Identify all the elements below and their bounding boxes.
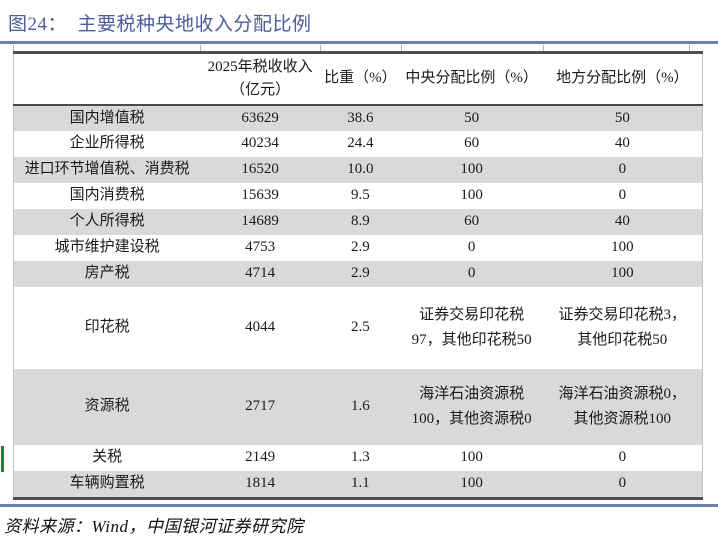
cell-revenue: 15639 [241, 187, 279, 204]
cell-local-ratio: 0 [618, 187, 627, 204]
cell-central-ratio: 证券交易印花税 97，其他印花税50 [411, 306, 532, 349]
cell-revenue: 2149 [245, 449, 276, 466]
table-row: 印花税 4044 2.5 证券交易印花税 97，其他印花税50 证券交易印花税3… [14, 287, 703, 369]
left-edge-selection-marker [1, 446, 4, 472]
cell-local-ratio: 证券交易印花税3， 其他印花税50 [558, 306, 687, 349]
cell-central-ratio: 60 [464, 135, 480, 152]
cell-revenue: 4714 [245, 265, 276, 282]
cell-revenue: 2717 [245, 398, 276, 415]
cell-tax-name: 企业所得税 [69, 135, 145, 152]
tax-distribution-table: 2025年税收收入 （亿元） 比重（%） 中央分配比例（%） 地方分配比例（%）… [13, 51, 703, 500]
cell-tax-name: 车辆购置税 [69, 475, 145, 491]
cell-local-ratio: 100 [611, 265, 634, 282]
cell-share: 9.5 [351, 187, 370, 204]
cell-tax-name: 城市维护建设税 [54, 239, 160, 256]
cell-local-ratio: 0 [618, 449, 627, 466]
table-row: 个人所得税 14689 8.9 60 40 [13, 209, 703, 235]
cell-central-ratio: 100 [460, 449, 483, 466]
cell-revenue: 63629 [241, 109, 279, 126]
cell-local-ratio: 100 [611, 239, 634, 256]
cell-local-ratio: 0 [618, 475, 627, 491]
table-row: 城市维护建设税 4753 2.9 0 100 [14, 235, 703, 261]
cell-tax-name: 关税 [92, 449, 123, 466]
header-central-ratio: 中央分配比例（%） [400, 52, 543, 106]
column-gridline-tick [13, 45, 14, 51]
data-source-note: 资料来源：Wind，中国银河证券研究院 [4, 517, 304, 536]
column-gridline-tick [320, 45, 321, 51]
header-share: 比重（%） [320, 52, 401, 106]
cell-central-ratio: 0 [467, 265, 476, 282]
cell-share: 38.6 [347, 109, 374, 126]
column-gridline-tick [200, 45, 201, 51]
figure-title: 图24： 主要税种央地收入分配比例 [8, 14, 312, 35]
column-gridline-tick [401, 45, 402, 51]
cell-revenue: 14689 [241, 213, 279, 230]
cell-tax-name: 资源税 [84, 398, 130, 415]
cell-share: 1.3 [351, 449, 370, 466]
top-divider-rule [0, 41, 718, 44]
cell-share: 1.1 [351, 475, 370, 491]
table-row: 国内消费税 15639 9.5 100 0 [14, 183, 703, 209]
cell-revenue: 40234 [241, 135, 279, 152]
table-row: 资源税 2717 1.6 海洋石油资源税 100，其他资源税0 海洋石油资源税0… [13, 369, 703, 445]
table-row: 企业所得税 40234 24.4 60 40 [14, 131, 703, 157]
cell-tax-name: 国内增值税 [69, 109, 145, 126]
cell-central-ratio: 100 [460, 187, 483, 204]
cell-share: 2.9 [351, 239, 370, 256]
column-gridline-tick [543, 45, 544, 51]
cell-tax-name: 进口环节增值税、消费税 [24, 161, 190, 178]
cell-revenue: 16520 [241, 161, 279, 178]
cell-revenue: 1814 [245, 475, 276, 491]
table-row: 国内增值税 63629 38.6 50 50 [13, 104, 703, 131]
cell-share: 24.4 [347, 135, 374, 152]
cell-share: 8.9 [351, 213, 370, 230]
cell-central-ratio: 50 [464, 109, 480, 126]
cell-central-ratio: 0 [467, 239, 476, 256]
cell-share: 1.6 [351, 398, 370, 415]
cell-share: 2.9 [351, 265, 370, 282]
cell-local-ratio: 50 [614, 109, 630, 126]
cell-share: 2.5 [351, 319, 370, 336]
cell-tax-name: 印花税 [84, 319, 130, 336]
bottom-divider-rule [0, 504, 718, 507]
cell-share: 10.0 [347, 161, 374, 178]
cell-tax-name: 个人所得税 [69, 213, 145, 230]
table-row: 车辆购置税 1814 1.1 100 0 [13, 471, 703, 498]
table-header-row: 2025年税收收入 （亿元） 比重（%） 中央分配比例（%） 地方分配比例（%） [13, 52, 703, 106]
table-row: 房产税 4714 2.9 0 100 [13, 261, 703, 287]
cell-tax-name: 国内消费税 [69, 187, 145, 204]
header-tax-name [13, 52, 201, 106]
table-row: 关税 2149 1.3 100 0 [14, 445, 703, 471]
cell-central-ratio: 100 [460, 475, 483, 491]
cell-central-ratio: 海洋石油资源税 100，其他资源税0 [411, 385, 532, 428]
header-revenue: 2025年税收收入 （亿元） [200, 52, 321, 106]
cell-revenue: 4044 [245, 319, 276, 336]
header-local-ratio: 地方分配比例（%） [542, 52, 703, 106]
cell-revenue: 4753 [245, 239, 276, 256]
cell-local-ratio: 40 [614, 135, 630, 152]
cell-central-ratio: 60 [464, 213, 480, 230]
table-row: 进口环节增值税、消费税 16520 10.0 100 0 [13, 157, 703, 183]
cell-local-ratio: 40 [614, 213, 630, 230]
cell-local-ratio: 0 [618, 161, 627, 178]
cell-central-ratio: 100 [460, 161, 483, 178]
column-gridline-tick [689, 45, 690, 51]
cell-local-ratio: 海洋石油资源税0， 其他资源税100 [558, 385, 687, 428]
column-gridline-ticks [0, 45, 718, 51]
cell-tax-name: 房产税 [84, 265, 130, 282]
